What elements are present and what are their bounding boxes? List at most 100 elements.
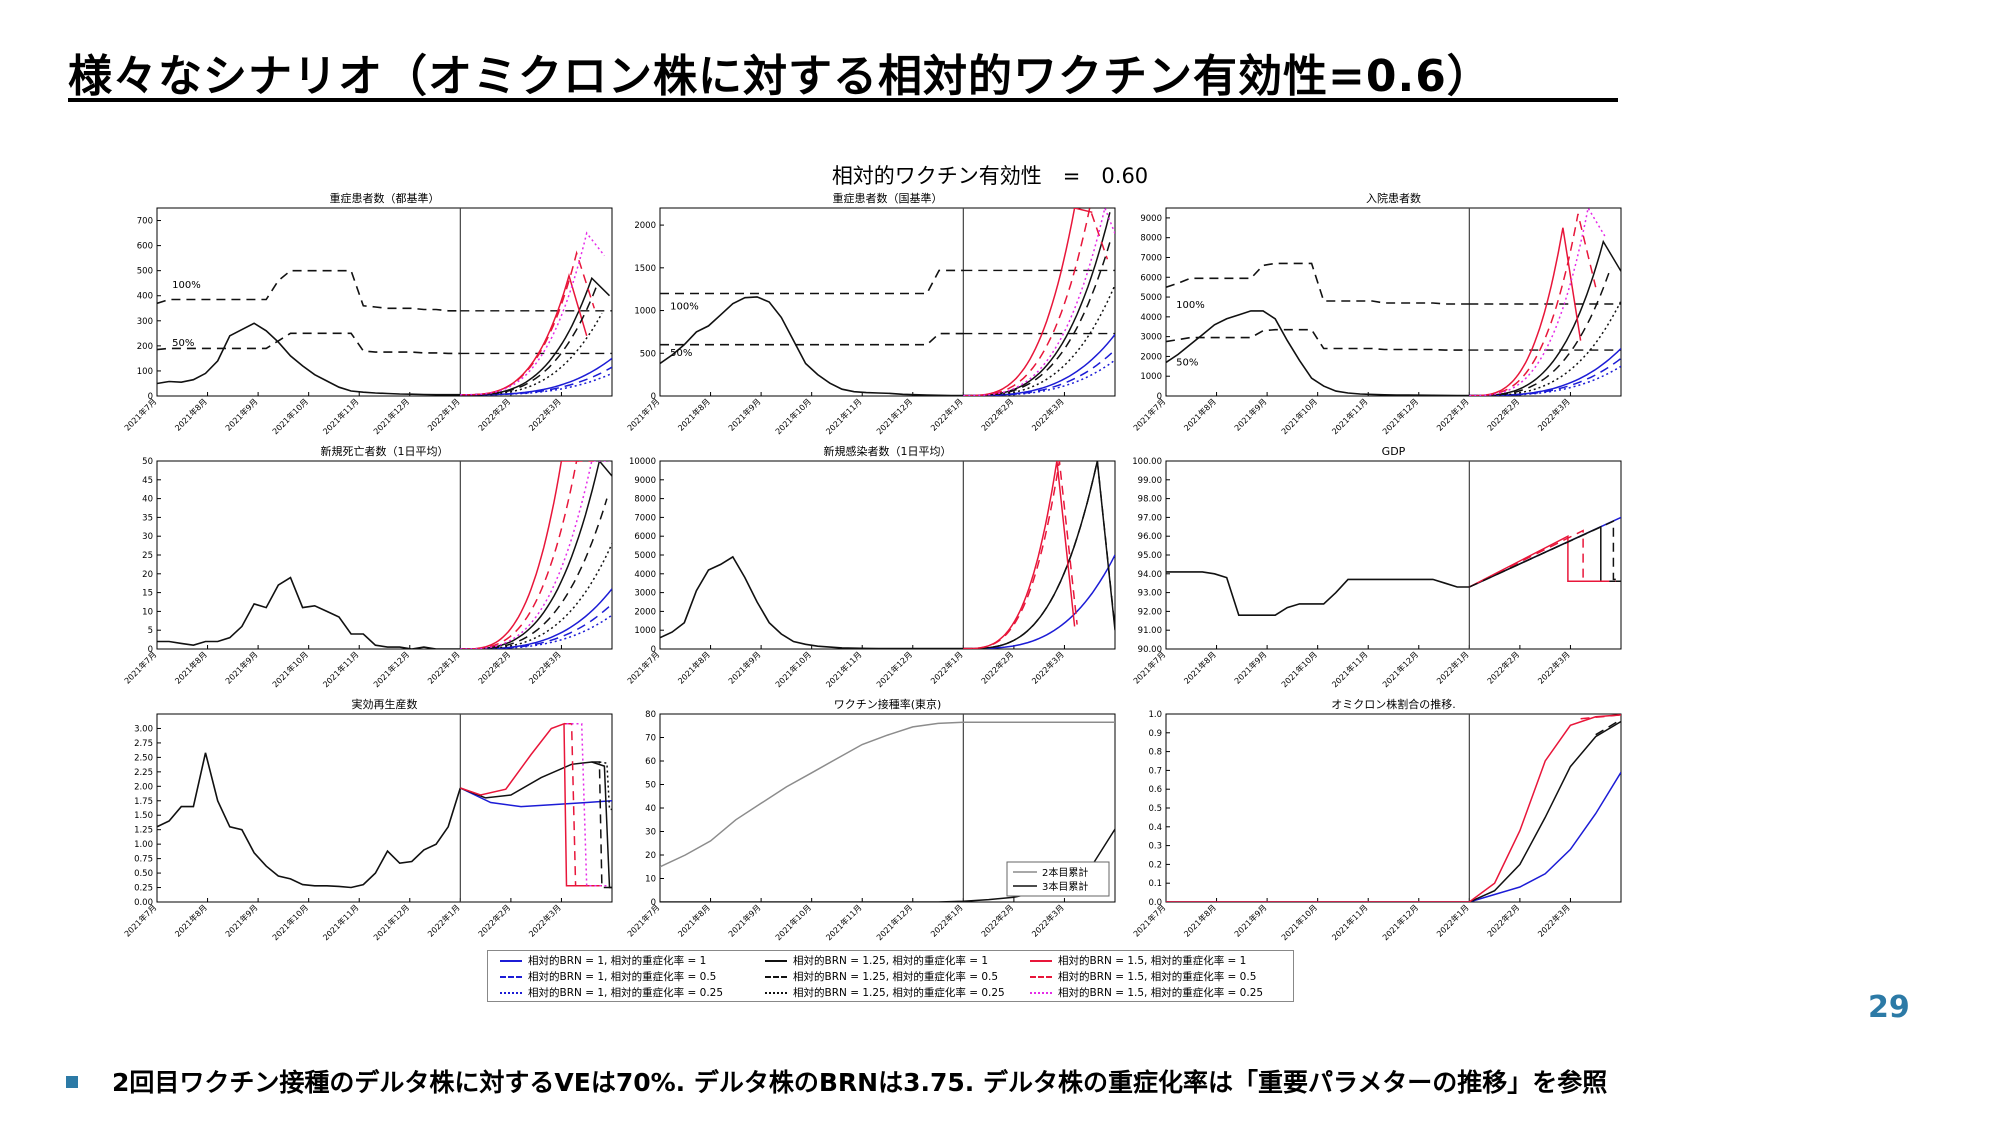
legend-swatch xyxy=(500,960,522,962)
threshold-label: 50% xyxy=(172,338,194,349)
scenario-line xyxy=(1468,525,1621,588)
legend-label: 2本目累計 xyxy=(1042,866,1088,879)
x-tick-label: 2022年3月 xyxy=(526,649,562,685)
threshold-label: 100% xyxy=(670,302,699,313)
chart-title: オミクロン株割合の推移. xyxy=(1331,697,1456,711)
x-tick-label: 2021年10月 xyxy=(270,649,310,689)
x-tick-label: 2022年3月 xyxy=(1029,902,1065,938)
y-tick-label: 80 xyxy=(645,710,656,720)
y-tick-label: 500 xyxy=(137,267,153,277)
y-tick-label: 70 xyxy=(645,734,656,744)
scenario-line xyxy=(1469,267,1612,396)
y-tick-label: 1000 xyxy=(634,626,656,636)
x-tick-label: 2021年7月 xyxy=(625,396,661,432)
y-tick-label: 45 xyxy=(142,476,153,486)
scenario-line xyxy=(1580,714,1621,720)
x-tick-label: 2021年8月 xyxy=(1182,649,1218,685)
x-tick-label: 2021年8月 xyxy=(173,649,209,685)
scenario-line xyxy=(566,723,607,887)
x-tick-label: 2022年3月 xyxy=(1535,649,1571,685)
x-tick-label: 2021年9月 xyxy=(726,396,762,432)
x-tick-label: 2021年11月 xyxy=(824,396,864,436)
x-tick-label: 2021年8月 xyxy=(173,396,209,432)
x-tick-label: 2022年1月 xyxy=(425,396,461,432)
chart-panel-1: 重症患者数（都基準） 0 100 200 300 400 500 600 700 2021年7月 2… xyxy=(122,191,613,436)
chart-title: 重症患者数（都基準） xyxy=(330,191,440,205)
x-tick-label: 2022年3月 xyxy=(1535,902,1571,938)
y-tick-label: 9000 xyxy=(634,476,656,486)
legend-swatch xyxy=(1030,960,1052,962)
y-tick-label: 0 xyxy=(148,645,153,655)
threshold-label: 50% xyxy=(1176,357,1198,368)
y-tick-label: 3000 xyxy=(1140,333,1162,343)
legend-label: 相対的BRN = 1.5, 相対的重症化率 = 0.5 xyxy=(1058,971,1257,983)
y-tick-label: 100 xyxy=(137,367,153,377)
legend-swatch xyxy=(1030,976,1052,978)
scenario-line xyxy=(1166,720,1621,902)
y-tick-label: 0.75 xyxy=(134,855,153,865)
scenario-line xyxy=(460,250,596,396)
legend-label: 相対的BRN = 1, 相対的重症化率 = 0.25 xyxy=(528,987,724,999)
x-tick-label: 2021年9月 xyxy=(1232,649,1268,685)
y-tick-label: 2.75 xyxy=(134,739,153,749)
x-tick-label: 2021年9月 xyxy=(726,902,762,938)
chart-legend: 相対的BRN = 1, 相対的重症化率 = 1 相対的BRN = 1.25, 相対… xyxy=(487,950,1294,1002)
x-tick-label: 2021年8月 xyxy=(1182,396,1218,432)
x-tick-label: 2022年1月 xyxy=(928,396,964,432)
y-tick-label: 30 xyxy=(645,828,656,838)
scenario-line xyxy=(460,312,603,396)
footnote-text: 2回目ワクチン接種のデルタ株に対するVEは70%. デルタ株のBRNは3.75.… xyxy=(112,1068,1608,1097)
x-tick-label: 2022年1月 xyxy=(928,902,964,938)
threshold-label: 50% xyxy=(670,348,692,359)
history-line xyxy=(660,296,964,396)
legend-swatch xyxy=(500,992,522,994)
history-line xyxy=(1166,310,1470,396)
legend-label: 相対的BRN = 1, 相対的重症化率 = 1 xyxy=(528,955,707,967)
title-underline xyxy=(68,98,1618,102)
x-tick-label: 2022年3月 xyxy=(1029,396,1065,432)
scenario-line xyxy=(460,231,605,396)
y-tick-label: 50 xyxy=(645,781,656,791)
x-tick-label: 2021年11月 xyxy=(1330,396,1370,436)
chart-title: 入院患者数 xyxy=(1366,191,1421,205)
x-tick-label: 2022年1月 xyxy=(1434,396,1470,432)
y-tick-label: 0.1 xyxy=(1148,879,1162,889)
y-tick-label: 90.00 xyxy=(1138,645,1162,655)
x-tick-label: 2021年11月 xyxy=(321,396,361,436)
x-tick-label: 2021年9月 xyxy=(223,649,259,685)
y-tick-label: 0.5 xyxy=(1148,804,1162,814)
y-tick-label: 0.7 xyxy=(1148,766,1162,776)
x-tick-label: 2021年12月 xyxy=(371,396,411,436)
x-tick-label: 2021年9月 xyxy=(1232,902,1268,938)
chart-panel-5: 新規感染者数（1日平均） 0 1000 2000 3000 4000 5000 6000 700… xyxy=(625,444,1116,689)
y-tick-label: 7000 xyxy=(634,513,656,523)
x-tick-label: 2022年2月 xyxy=(476,902,512,938)
legend-swatch xyxy=(500,976,522,978)
plot-area xyxy=(1165,207,1622,397)
y-tick-label: 0.50 xyxy=(134,869,153,879)
y-tick-label: 200 xyxy=(137,342,153,352)
chart-panel-9: オミクロン株割合の推移. 0.0 0.1 0.2 0.3 0.4 0.5 0.6 0.7 0.8 0… xyxy=(1131,697,1622,942)
chart-title: ワクチン接種率(東京) xyxy=(834,697,942,711)
x-tick-label: 2021年7月 xyxy=(625,902,661,938)
history-line xyxy=(157,322,461,396)
threshold-line xyxy=(660,332,964,346)
bullet-icon xyxy=(66,1076,78,1088)
scenario-line xyxy=(660,721,1115,868)
legend-swatch xyxy=(1030,992,1052,994)
y-tick-label: 4000 xyxy=(1140,313,1162,323)
x-tick-label: 2021年8月 xyxy=(676,902,712,938)
x-tick-label: 2022年3月 xyxy=(1029,649,1065,685)
y-tick-label: 60 xyxy=(645,757,656,767)
chart-panel-7: 実効再生産数 0.00 0.25 0.50 0.75 1.00 1.25 1.50 1.75 2.… xyxy=(122,697,613,942)
y-tick-label: 0.2 xyxy=(1148,860,1162,870)
scenario-line xyxy=(963,241,1111,396)
plot-area xyxy=(1165,713,1622,903)
y-tick-label: 97.00 xyxy=(1138,513,1162,523)
y-tick-label: 20 xyxy=(645,851,656,861)
x-tick-label: 2021年11月 xyxy=(824,649,864,689)
x-tick-label: 2021年10月 xyxy=(773,649,813,689)
y-tick-label: 6000 xyxy=(634,532,656,542)
x-tick-label: 2022年1月 xyxy=(928,649,964,685)
y-tick-label: 30 xyxy=(142,532,153,542)
